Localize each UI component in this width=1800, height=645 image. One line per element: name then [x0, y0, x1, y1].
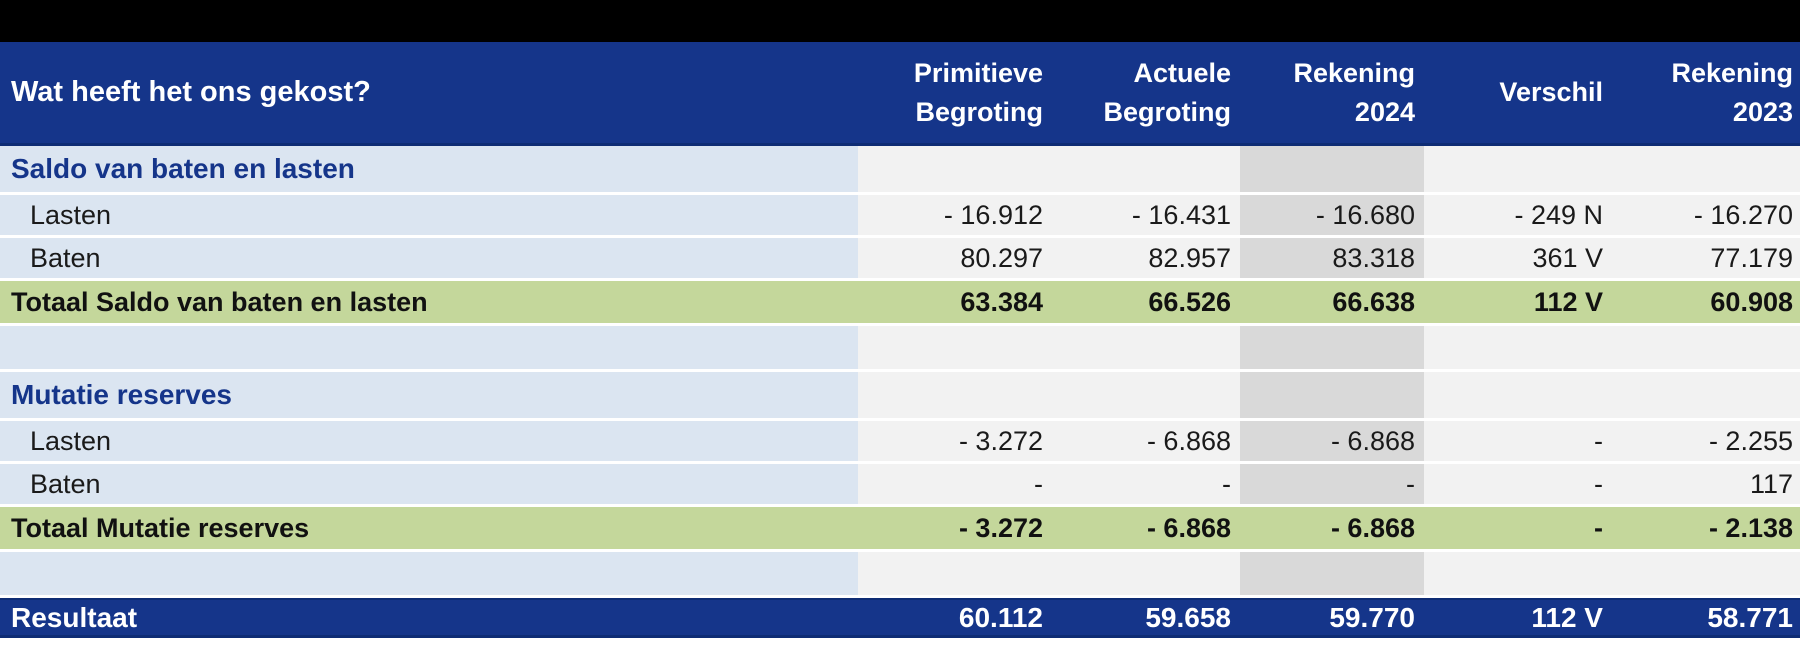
table-cell: -	[1424, 507, 1612, 549]
empty-cell	[858, 552, 1052, 595]
table-cell: -	[1052, 464, 1240, 504]
table-header-row: Wat heeft het ons gekost? Primitieve Beg…	[0, 42, 1800, 146]
section-label: Saldo van baten en lasten	[0, 146, 858, 192]
row-label: Lasten	[0, 421, 858, 461]
table-cell: 112 V	[1424, 281, 1612, 323]
row-label: Baten	[0, 464, 858, 504]
empty-cell	[1052, 326, 1240, 369]
table-cell: - 6.868	[1240, 507, 1424, 549]
table-cell: - 16.270	[1612, 195, 1800, 235]
table-row-lasten: Lasten - 3.272 - 6.868 - 6.868 - - 2.255	[0, 421, 1800, 461]
table-cell: - 249 N	[1424, 195, 1612, 235]
table-cell: -	[1424, 464, 1612, 504]
total-row-saldo-baten-lasten: Totaal Saldo van baten en lasten 63.384 …	[0, 281, 1800, 323]
table-cell: 59.770	[1240, 600, 1424, 635]
result-label: Resultaat	[0, 600, 858, 635]
top-bar	[0, 0, 1800, 42]
row-label: Baten	[0, 238, 858, 278]
column-header-primitieve-begroting: Primitieve Begroting	[913, 58, 1043, 127]
table-cell: - 2.138	[1612, 507, 1800, 549]
table-cell	[1424, 372, 1612, 418]
table-cell-highlighted: - 6.868	[1240, 421, 1424, 461]
result-row: Resultaat 60.112 59.658 59.770 112 V 58.…	[0, 598, 1800, 638]
empty-cell	[1612, 326, 1800, 369]
table-cell-highlighted	[1240, 146, 1424, 192]
table-cell	[858, 146, 1052, 192]
table-cell: 361 V	[1424, 238, 1612, 278]
empty-cell-highlighted	[1240, 552, 1424, 595]
table-cell: 80.297	[858, 238, 1052, 278]
table-cell: 66.638	[1240, 281, 1424, 323]
table-cell: 60.112	[858, 600, 1052, 635]
table-cell	[1424, 146, 1612, 192]
total-label: Totaal Mutatie reserves	[0, 507, 858, 549]
table-cell: - 3.272	[858, 421, 1052, 461]
empty-cell	[1052, 552, 1240, 595]
table-cell	[858, 372, 1052, 418]
empty-cell	[858, 326, 1052, 369]
empty-cell	[1612, 552, 1800, 595]
table-cell: 112 V	[1424, 600, 1612, 635]
spacer-row	[0, 326, 1800, 369]
table-cell-highlighted: 83.318	[1240, 238, 1424, 278]
table-cell-highlighted: - 16.680	[1240, 195, 1424, 235]
table-cell: - 3.272	[858, 507, 1052, 549]
column-header-rekening-2024: Rekening 2024	[1293, 58, 1415, 127]
table-cell: 77.179	[1612, 238, 1800, 278]
row-label: Lasten	[0, 195, 858, 235]
table-cell	[1052, 146, 1240, 192]
table-row-lasten: Lasten - 16.912 - 16.431 - 16.680 - 249 …	[0, 195, 1800, 235]
empty-cell-highlighted	[1240, 326, 1424, 369]
table-cell-highlighted	[1240, 372, 1424, 418]
table-cell: - 2.255	[1612, 421, 1800, 461]
table-cell	[1052, 372, 1240, 418]
table-cell: - 6.868	[1052, 421, 1240, 461]
table-cell: -	[858, 464, 1052, 504]
empty-cell	[0, 552, 858, 595]
total-row-mutatie-reserves: Totaal Mutatie reserves - 3.272 - 6.868 …	[0, 507, 1800, 549]
spacer-row	[0, 552, 1800, 595]
column-header-actuele-begroting: Actuele Begroting	[1103, 58, 1232, 127]
table-cell	[1612, 146, 1800, 192]
table-cell-highlighted: -	[1240, 464, 1424, 504]
total-label: Totaal Saldo van baten en lasten	[0, 281, 858, 323]
section-label: Mutatie reserves	[0, 372, 858, 418]
empty-cell	[0, 326, 858, 369]
table-cell	[1612, 372, 1800, 418]
column-header-verschil: Verschil	[1499, 77, 1603, 108]
table-cell: - 16.431	[1052, 195, 1240, 235]
table-row-baten: Baten 80.297 82.957 83.318 361 V 77.179	[0, 238, 1800, 278]
table-cell: 82.957	[1052, 238, 1240, 278]
section-row-saldo-baten-lasten: Saldo van baten en lasten	[0, 146, 1800, 192]
table-title: Wat heeft het ons gekost?	[11, 76, 371, 108]
table-row-baten: Baten - - - - 117	[0, 464, 1800, 504]
column-header-rekening-2023: Rekening 2023	[1671, 58, 1793, 127]
table-cell: -	[1424, 421, 1612, 461]
table-cell: 60.908	[1612, 281, 1800, 323]
table-cell: - 16.912	[858, 195, 1052, 235]
empty-cell	[1424, 326, 1612, 369]
table-cell: 63.384	[858, 281, 1052, 323]
empty-cell	[1424, 552, 1612, 595]
table-cell: 58.771	[1612, 600, 1800, 635]
table-cell: 66.526	[1052, 281, 1240, 323]
table-cell: - 6.868	[1052, 507, 1240, 549]
table-cell: 117	[1612, 464, 1800, 504]
table-cell: 59.658	[1052, 600, 1240, 635]
section-row-mutatie-reserves: Mutatie reserves	[0, 372, 1800, 418]
